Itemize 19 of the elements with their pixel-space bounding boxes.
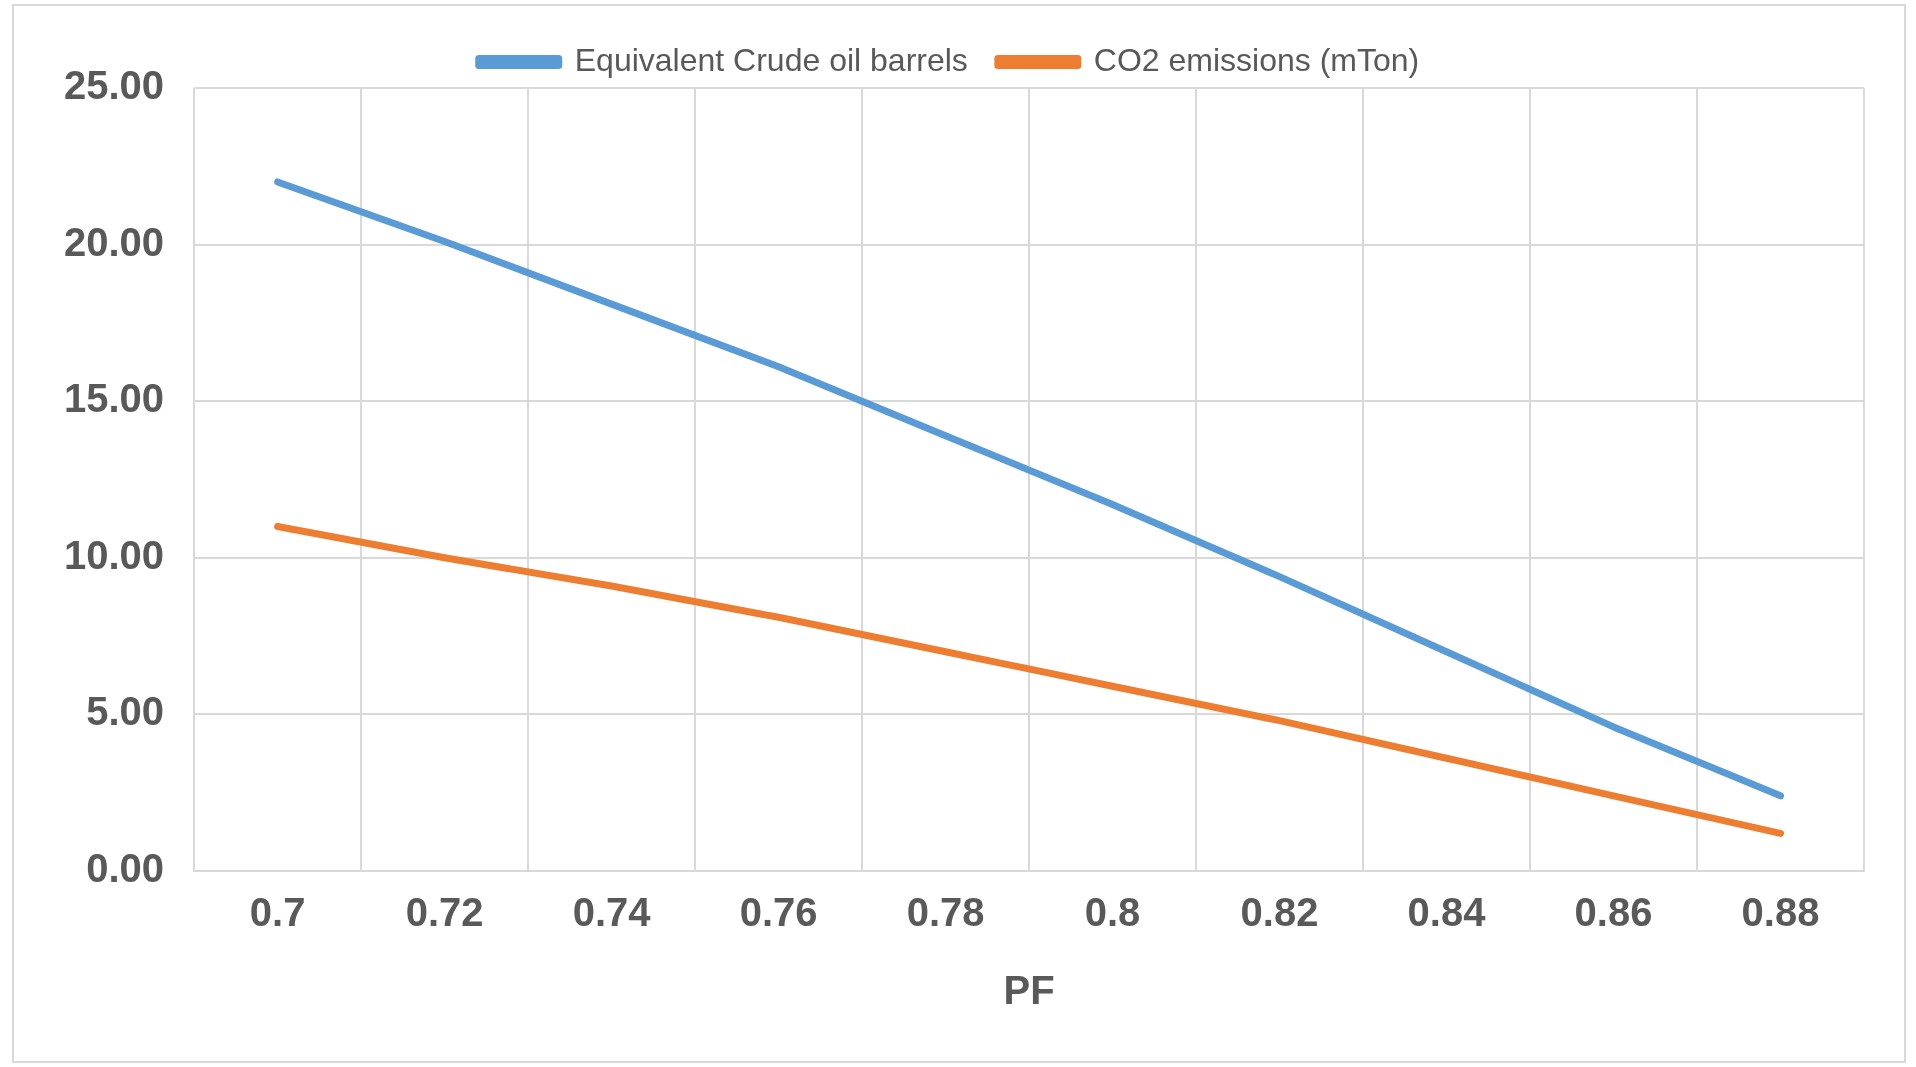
legend-label: CO2 emissions (mTon) [1093,41,1420,78]
y-tick-label: 5.00 [86,689,165,734]
y-tick-label: 20.00 [63,219,165,264]
x-axis-title: PF [1003,968,1055,1013]
x-tick-label: 0.72 [405,890,484,935]
x-tick-label: 0.84 [1407,890,1487,935]
x-tick-label: 0.78 [906,890,985,935]
y-tick-label: 15.00 [63,376,165,421]
x-tick-label: 0.76 [739,890,818,935]
x-tick-label: 0.74 [572,890,652,935]
x-tick-label: 0.8 [1084,890,1141,935]
x-tick-label: 0.82 [1240,890,1319,935]
y-tick-label: 10.00 [63,532,165,577]
x-tick-label: 0.88 [1741,890,1820,935]
x-tick-label: 0.7 [249,890,306,935]
y-tick-label: 25.00 [63,63,165,108]
x-tick-label: 0.86 [1574,890,1653,935]
y-tick-label: 0.00 [86,846,165,891]
legend-label: Equivalent Crude oil barrels [574,41,968,78]
